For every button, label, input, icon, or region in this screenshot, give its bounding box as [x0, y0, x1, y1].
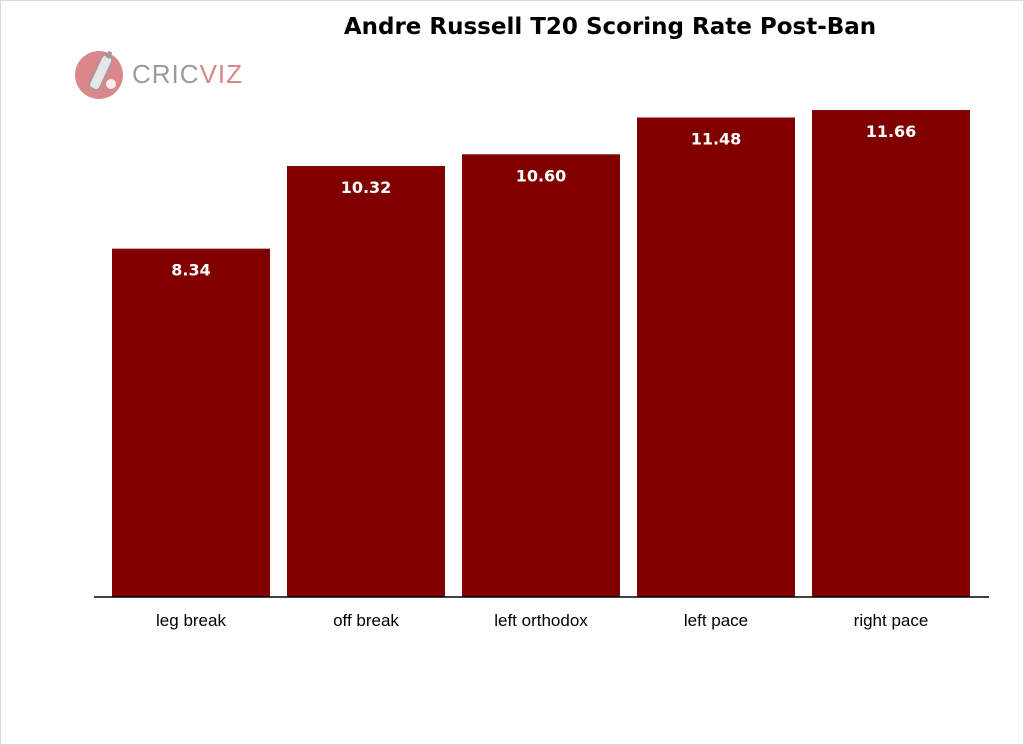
value-label-leg-break: 8.34 [171, 261, 210, 280]
value-label-off-break: 10.32 [341, 178, 392, 197]
bar-leg-break [112, 248, 270, 597]
logo-wordmark: CRICVIZ [132, 59, 243, 90]
cricket-bat-ball-icon [75, 50, 123, 99]
x-tick-label-left-pace: left pace [684, 611, 748, 630]
logo-text-viz: VIZ [199, 59, 244, 89]
x-tick-label-off-break: off break [333, 611, 399, 630]
chart-title: Andre Russell T20 Scoring Rate Post-Ban [343, 14, 877, 40]
value-label-right-pace: 11.66 [866, 122, 917, 141]
bar-off-break [287, 165, 445, 598]
x-tick-label-right-pace: right pace [854, 611, 929, 630]
bar-right-pace [812, 110, 970, 597]
x-tick-label-left-orthodox: left orthodox [494, 611, 588, 630]
bars-group [112, 110, 970, 598]
logo-text-cric: CRIC [132, 59, 200, 89]
value-label-left-orthodox: 10.60 [516, 166, 567, 185]
value-labels-group: 8.34 10.32 10.60 11.48 11.66 [171, 122, 916, 280]
bar-left-orthodox [462, 154, 620, 597]
x-tick-label-leg-break: leg break [156, 611, 226, 630]
x-tick-labels-group: leg break off break left orthodox left pace… [156, 611, 928, 630]
bar-left-pace [637, 117, 795, 598]
value-label-left-pace: 11.48 [691, 130, 742, 149]
cricviz-logo: CRICVIZ [74, 48, 242, 104]
